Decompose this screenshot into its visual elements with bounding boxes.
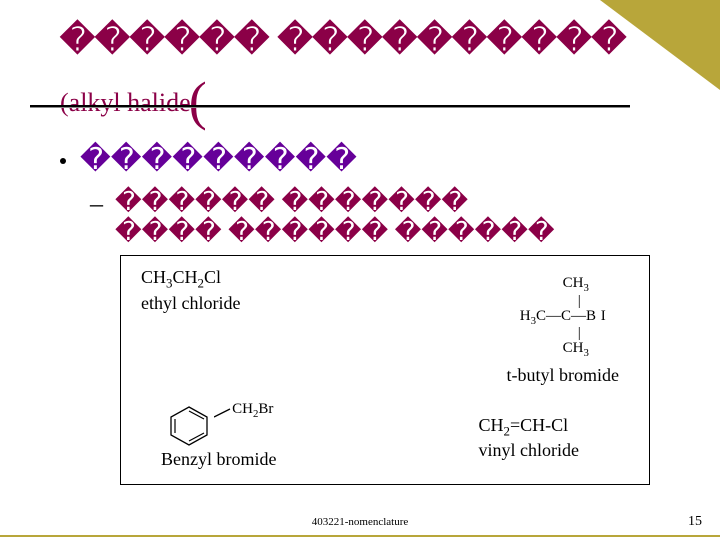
tbutyl-ch3-bot: CH3 <box>533 341 619 359</box>
sub-line1: ������ ������� <box>115 187 555 217</box>
slide-title: ������ ���������� <box>60 20 690 60</box>
sub-line2: ���� ������ ������ <box>115 217 555 247</box>
benzene-ring-icon <box>164 403 214 447</box>
tbutyl-center: H3C—C—B I <box>507 309 619 327</box>
vinyl-formula: CH2=CH-Cl <box>479 415 569 435</box>
bullet-level2: – ������ ������� ���� ������ ������ <box>90 187 690 247</box>
tbutyl-bromide: CH3 | H3C—C—B I | CH3 t-butyl bromide <box>507 276 619 386</box>
ethyl-label: ethyl chloride <box>141 293 240 313</box>
footer-text: 403221-nomenclature <box>0 516 720 528</box>
subtitle-text: (alkyl halide <box>60 88 191 118</box>
bullet-dot <box>60 158 66 164</box>
benzyl-label: Benzyl bromide <box>161 449 276 470</box>
title-underline <box>30 105 630 107</box>
bond-icon <box>214 403 232 447</box>
benzyl-bromide: CH2Br Benzyl bromide <box>161 403 276 470</box>
ethyl-formula: CH3CH2Cl <box>141 267 221 287</box>
tbutyl-ch3-top: CH3 <box>533 276 619 294</box>
vinyl-label: vinyl chloride <box>479 440 579 460</box>
examples-box: CH3CH2Cl ethyl chloride CH3 | H3C—C—B I … <box>120 255 650 485</box>
slide-subtitle: (alkyl halide ( <box>60 62 690 124</box>
bullet-dash: – <box>90 189 103 219</box>
bottom-rule <box>0 535 720 537</box>
big-paren: ( <box>189 70 207 132</box>
bullet-level1: ��������� <box>60 142 690 177</box>
tbutyl-label: t-butyl bromide <box>507 365 619 386</box>
bullet1-text: ��������� <box>80 142 357 177</box>
corner-ornament <box>600 0 720 90</box>
page-number: 15 <box>688 514 702 530</box>
benzyl-ch2br: CH2Br <box>232 401 273 420</box>
vinyl-chloride: CH2=CH-Cl vinyl chloride <box>479 414 579 462</box>
